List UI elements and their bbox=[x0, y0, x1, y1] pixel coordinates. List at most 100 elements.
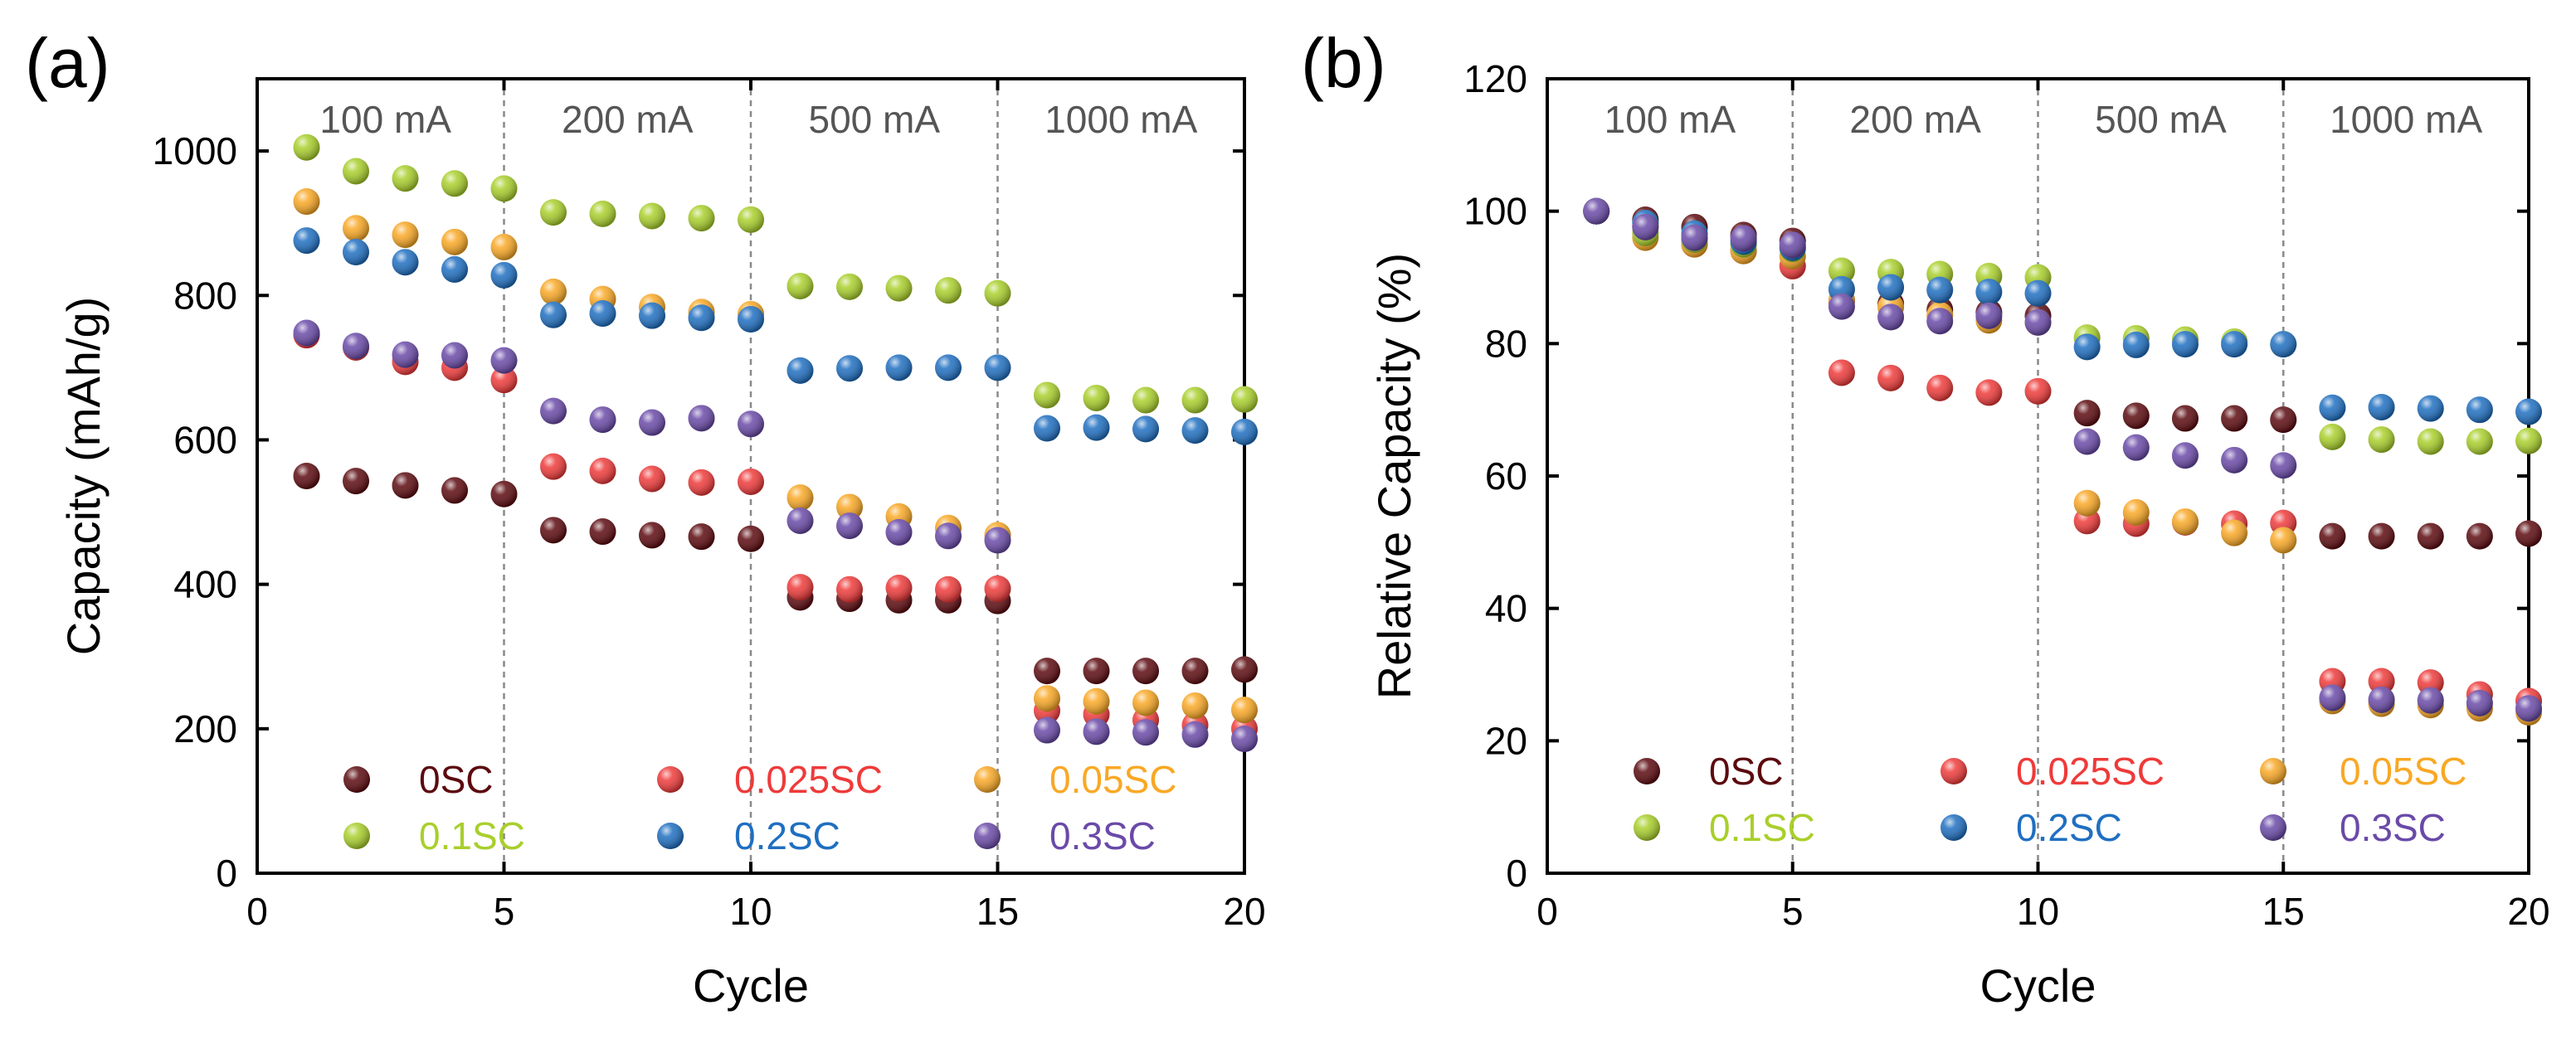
data-point-highlight bbox=[1132, 719, 1159, 746]
data-point-highlight bbox=[2122, 402, 2150, 430]
x-tick-label: 0 bbox=[1536, 890, 1558, 933]
series-0.2SC bbox=[1583, 197, 2542, 425]
y-tick-label: 120 bbox=[1463, 57, 1527, 100]
data-point-highlight bbox=[293, 188, 320, 216]
data-point-highlight bbox=[1132, 415, 1159, 443]
data-point-highlight bbox=[2171, 331, 2199, 358]
data-point-highlight bbox=[1231, 386, 1258, 413]
data-point-highlight bbox=[540, 199, 567, 226]
data-point-highlight bbox=[2466, 689, 2493, 716]
data-point-highlight bbox=[1083, 384, 1110, 411]
panel-label: (a) bbox=[25, 24, 110, 102]
data-point-highlight bbox=[293, 134, 320, 161]
y-tick-label: 0 bbox=[1506, 852, 1527, 895]
data-point-highlight bbox=[935, 354, 962, 381]
data-point-highlight bbox=[885, 574, 913, 601]
data-point-highlight bbox=[2270, 452, 2297, 479]
data-point-highlight bbox=[1975, 302, 2003, 329]
x-axis-label: Cycle bbox=[1979, 959, 2096, 1012]
segment-label: 500 mA bbox=[808, 98, 940, 141]
legend-marker-highlight bbox=[343, 766, 370, 793]
data-point-highlight bbox=[2368, 426, 2395, 454]
legend-label: 0.1SC bbox=[419, 814, 525, 857]
data-point-highlight bbox=[2073, 489, 2101, 517]
data-point-highlight bbox=[1132, 689, 1159, 716]
data-point-highlight bbox=[1877, 274, 1905, 301]
data-point-highlight bbox=[293, 463, 320, 489]
data-point-highlight bbox=[2368, 686, 2395, 713]
data-point-highlight bbox=[540, 278, 567, 305]
data-point-highlight bbox=[639, 465, 665, 493]
legend: 0SC 0.025SC 0.05SC 0.1SC 0.2SC 0.3SC bbox=[343, 758, 1176, 857]
data-point-highlight bbox=[738, 525, 764, 552]
y-tick-label: 60 bbox=[1485, 454, 1527, 498]
data-point-highlight bbox=[1877, 364, 1905, 391]
data-point-highlight bbox=[392, 341, 419, 368]
data-point-highlight bbox=[2221, 446, 2248, 474]
data-point-highlight bbox=[1583, 197, 1610, 225]
legend-label: 0.025SC bbox=[734, 758, 883, 801]
segment-label: 100 mA bbox=[1605, 98, 1736, 141]
data-point-highlight bbox=[441, 477, 468, 504]
legend-marker-highlight bbox=[1941, 814, 1967, 841]
data-point-highlight bbox=[2466, 396, 2493, 424]
data-point-highlight bbox=[540, 517, 567, 544]
data-point-highlight bbox=[688, 523, 715, 551]
data-point-highlight bbox=[885, 354, 913, 381]
data-point-highlight bbox=[1034, 716, 1060, 744]
data-point-highlight bbox=[1975, 379, 2003, 406]
data-point-highlight bbox=[688, 469, 715, 496]
data-point-highlight bbox=[786, 357, 814, 384]
data-point-highlight bbox=[589, 457, 616, 484]
data-point-highlight bbox=[836, 273, 863, 300]
x-tick-label: 10 bbox=[729, 890, 772, 933]
legend-marker-highlight bbox=[1634, 758, 1660, 784]
data-point-highlight bbox=[1231, 726, 1258, 753]
data-point-highlight bbox=[441, 255, 468, 283]
legend-label: 0.2SC bbox=[2016, 806, 2122, 849]
data-point-highlight bbox=[2368, 393, 2395, 420]
data-point-highlight bbox=[1779, 231, 1806, 259]
data-point-highlight bbox=[935, 575, 962, 603]
y-tick-label: 800 bbox=[173, 274, 237, 317]
data-point-highlight bbox=[984, 575, 1011, 602]
data-point-highlight bbox=[2221, 405, 2248, 432]
y-tick-label: 80 bbox=[1485, 322, 1527, 365]
data-point-highlight bbox=[639, 409, 665, 436]
data-point-highlight bbox=[1132, 386, 1159, 414]
data-point-highlight bbox=[343, 215, 369, 242]
data-point-highlight bbox=[343, 333, 369, 360]
data-point-highlight bbox=[2515, 695, 2542, 722]
data-point-highlight bbox=[2417, 522, 2444, 550]
data-point-highlight bbox=[589, 300, 616, 328]
data-point-highlight bbox=[490, 347, 518, 374]
data-point-highlight bbox=[2122, 498, 2150, 526]
data-point-highlight bbox=[984, 354, 1011, 381]
x-axis-label: Cycle bbox=[693, 959, 809, 1012]
data-point-highlight bbox=[639, 302, 665, 329]
data-point-highlight bbox=[1083, 687, 1110, 715]
segment-label: 100 mA bbox=[319, 98, 451, 141]
data-point-highlight bbox=[2171, 442, 2199, 469]
y-tick-label: 200 bbox=[173, 707, 237, 750]
data-point-highlight bbox=[738, 306, 764, 333]
data-point-highlight bbox=[1181, 658, 1209, 685]
data-point-highlight bbox=[2270, 527, 2297, 554]
data-point-highlight bbox=[1231, 418, 1258, 445]
series-0.3SC bbox=[1583, 197, 2542, 722]
series-0.025SC bbox=[1583, 197, 2542, 715]
data-point-highlight bbox=[688, 405, 715, 432]
data-point-highlight bbox=[1926, 374, 1954, 401]
data-point-highlight bbox=[2024, 308, 2052, 336]
data-point-highlight bbox=[1828, 359, 1855, 386]
data-point-highlight bbox=[2122, 331, 2150, 358]
legend-label: 0.05SC bbox=[2340, 750, 2466, 793]
x-tick-label: 0 bbox=[246, 890, 268, 933]
data-point-highlight bbox=[1083, 414, 1110, 441]
data-point-highlight bbox=[2270, 406, 2297, 434]
data-point-highlight bbox=[1034, 381, 1060, 409]
legend-label: 0.1SC bbox=[1709, 806, 1815, 849]
data-point-highlight bbox=[490, 261, 518, 289]
y-tick-label: 20 bbox=[1485, 719, 1527, 762]
data-point-highlight bbox=[2417, 395, 2444, 422]
